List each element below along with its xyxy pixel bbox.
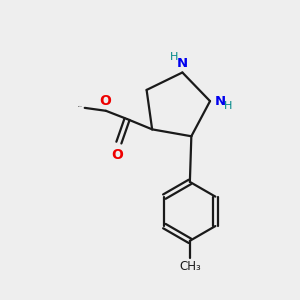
Text: O: O [99, 94, 111, 108]
Text: H: H [224, 101, 232, 111]
Text: N: N [214, 94, 226, 108]
Text: methyl: methyl [77, 106, 83, 107]
Text: CH₃: CH₃ [179, 260, 201, 273]
Text: H: H [170, 52, 178, 62]
Text: O: O [112, 148, 123, 162]
Text: N: N [177, 57, 188, 70]
